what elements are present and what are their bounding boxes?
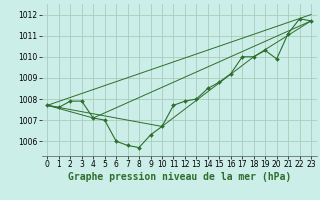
- X-axis label: Graphe pression niveau de la mer (hPa): Graphe pression niveau de la mer (hPa): [68, 172, 291, 182]
